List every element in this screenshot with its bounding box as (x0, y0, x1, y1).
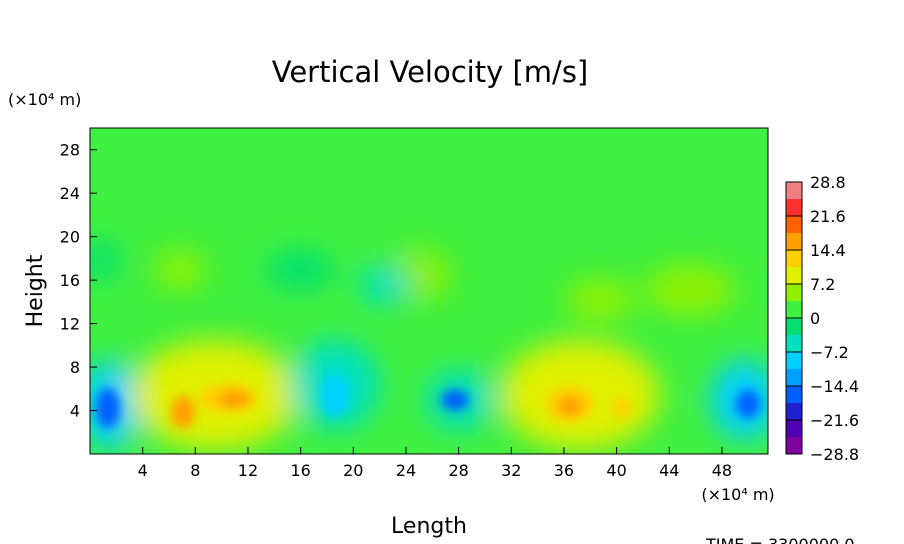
colorbar-swatch (786, 352, 802, 369)
colorbar-swatch (786, 233, 802, 250)
field-core-layer (96, 373, 760, 428)
colorbar-swatch (786, 369, 802, 386)
colorbar-swatch (786, 437, 802, 454)
x-tick-label: 48 (712, 461, 732, 480)
colorbar-swatch (786, 318, 802, 335)
colorbar-swatch (786, 182, 802, 199)
colorbar-swatch (786, 403, 802, 420)
colorbar-swatch (786, 267, 802, 284)
x-tick-label: 24 (396, 461, 416, 480)
x-tick-label: 8 (190, 461, 200, 480)
x-axis-ticks: 4 8 12 16 20 24 28 32 36 40 44 48 (138, 447, 732, 480)
colorbar-swatch (786, 216, 802, 233)
colorbar-tick-label: −28.8 (810, 445, 859, 464)
x-axis-label: Length (391, 514, 467, 539)
y-unit-label: (×10⁴ m) (8, 90, 81, 109)
colorbar-tick-label: −14.4 (810, 377, 859, 396)
colorbar-tick-label: 0 (810, 309, 820, 328)
colorbar-swatch (786, 250, 802, 267)
x-tick-label: 40 (606, 461, 626, 480)
y-tick-label: 16 (60, 271, 80, 290)
x-tick-label: 44 (659, 461, 679, 480)
x-tick-label: 20 (343, 461, 363, 480)
colorbar-swatch (786, 420, 802, 437)
colorbar-tick-label: 28.8 (810, 173, 846, 192)
plot-frame (89, 127, 769, 455)
y-axis-ticks: 4 8 12 16 20 24 28 (60, 141, 97, 421)
y-tick-label: 20 (60, 228, 80, 247)
heatmap-field (90, 128, 768, 454)
time-footer: TIME = 3300000.0 (705, 535, 855, 544)
x-tick-label: 28 (448, 461, 468, 480)
colorbar-swatch (786, 199, 802, 216)
y-tick-label: 28 (60, 141, 80, 160)
colorbar-swatch (786, 335, 802, 352)
x-tick-label: 12 (238, 461, 258, 480)
colorbar-tick-label: −7.2 (810, 343, 849, 362)
colorbar-labels: 28.8 21.6 14.4 7.2 0 −7.2 −14.4 −21.6 −28.8 (786, 173, 859, 464)
y-tick-label: 4 (70, 402, 80, 421)
x-tick-label: 32 (501, 461, 521, 480)
y-tick-label: 24 (60, 184, 80, 203)
colorbar-tick-label: 21.6 (810, 207, 846, 226)
colorbar-swatch (786, 301, 802, 318)
colorbar-tick-label: 7.2 (810, 275, 835, 294)
x-tick-label: 4 (138, 461, 148, 480)
x-tick-label: 36 (554, 461, 574, 480)
y-tick-label: 8 (70, 358, 80, 377)
y-tick-label: 12 (60, 315, 80, 334)
chart-title: Vertical Velocity [m/s] (272, 55, 589, 89)
colorbar-tick-label: −21.6 (810, 411, 859, 430)
x-tick-label: 16 (290, 461, 310, 480)
colorbar-tick-label: 14.4 (810, 241, 846, 260)
y-axis-label: Height (23, 254, 48, 327)
x-unit-label: (×10⁴ m) (701, 485, 774, 504)
colorbar-swatch (786, 386, 802, 403)
colorbar-swatch (786, 284, 802, 301)
